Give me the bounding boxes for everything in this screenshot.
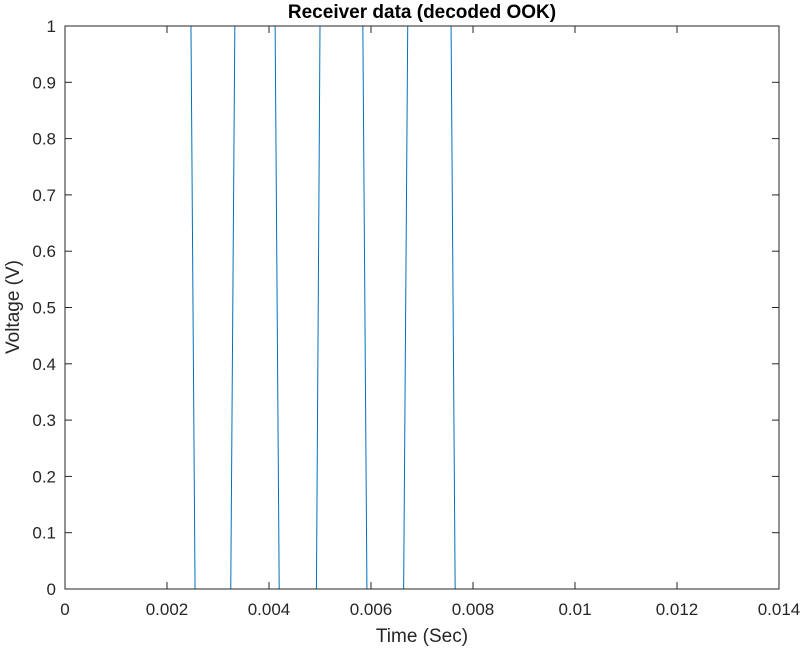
y-axis-label: Voltage (V) — [3, 260, 24, 354]
y-ticks: 0 0.1 0.2 0.3 0.4 0.5 0.6 0.7 0.8 0.9 1 — [32, 17, 779, 599]
x-tick-label: 0.008 — [452, 600, 495, 619]
x-ticks: 0 0.002 0.004 0.006 0.008 0.01 0.012 0.014 — [60, 26, 800, 619]
y-tick-label: 0.1 — [32, 524, 56, 543]
y-tick-label: 0.6 — [32, 242, 56, 261]
x-tick-label: 0.004 — [248, 600, 291, 619]
y-tick-label: 0.5 — [32, 299, 56, 318]
y-tick-label: 0.2 — [32, 467, 56, 486]
y-tick-label: 0.7 — [32, 186, 56, 205]
x-tick-label: 0.01 — [558, 600, 591, 619]
x-tick-label: 0.006 — [350, 600, 393, 619]
y-tick-label: 0.4 — [32, 355, 56, 374]
chart-title: Receiver data (decoded OOK) — [288, 2, 556, 23]
x-tick-label: 0.002 — [146, 600, 189, 619]
plot-area — [65, 26, 779, 589]
y-tick-label: 0.3 — [32, 411, 56, 430]
x-tick-label: 0.012 — [656, 600, 699, 619]
y-tick-label: 0.8 — [32, 130, 56, 149]
y-tick-label: 0 — [47, 580, 56, 599]
y-tick-label: 0.9 — [32, 73, 56, 92]
y-tick-label: 1 — [47, 17, 56, 36]
x-tick-label: 0.014 — [758, 600, 801, 619]
x-axis-label: Time (Sec) — [376, 626, 468, 647]
x-tick-label: 0 — [60, 600, 69, 619]
